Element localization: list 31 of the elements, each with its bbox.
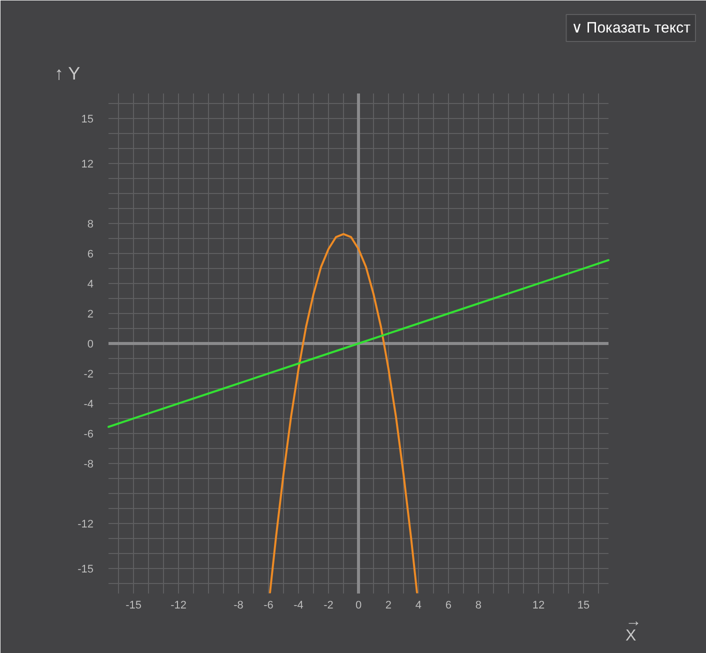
y-tick-label: -15: [78, 563, 94, 576]
x-tick-label: -15: [126, 600, 142, 612]
x-tick-label: -8: [234, 600, 244, 612]
x-tick-label: -2: [324, 600, 334, 612]
y-tick-label: -12: [78, 518, 94, 530]
x-tick-label: 2: [385, 600, 392, 612]
x-tick-label: 15: [577, 600, 590, 612]
y-tick-label: -2: [84, 368, 94, 380]
y-tick-label: -8: [84, 458, 94, 470]
x-tick-label: -4: [294, 600, 304, 612]
y-tick-label: 0: [87, 338, 94, 350]
y-axis-title: ↑ Y: [54, 64, 80, 84]
x-tick-label: 4: [415, 600, 422, 612]
x-tick-label: 12: [532, 600, 545, 612]
y-tick-label: 8: [87, 218, 94, 231]
y-tick-label: 4: [87, 278, 94, 291]
y-tick-label: -4: [84, 398, 94, 410]
x-tick-label: 6: [445, 600, 452, 612]
x-tick-label: -12: [170, 600, 186, 612]
line-series: [269, 233, 418, 594]
y-tick-label: -6: [84, 428, 94, 440]
x-tick-label: 8: [475, 600, 482, 612]
x-tick-label: -6: [264, 600, 274, 612]
y-tick-label: 2: [87, 308, 94, 321]
x-tick-label: 0: [355, 600, 362, 612]
x-axis-title: → X: [626, 613, 642, 644]
y-tick-label: 12: [81, 158, 94, 171]
y-tick-label: 15: [81, 114, 94, 126]
line-series: [108, 259, 610, 428]
y-tick-label: 6: [87, 248, 94, 261]
text: ∨ Показать текст: [571, 20, 691, 36]
